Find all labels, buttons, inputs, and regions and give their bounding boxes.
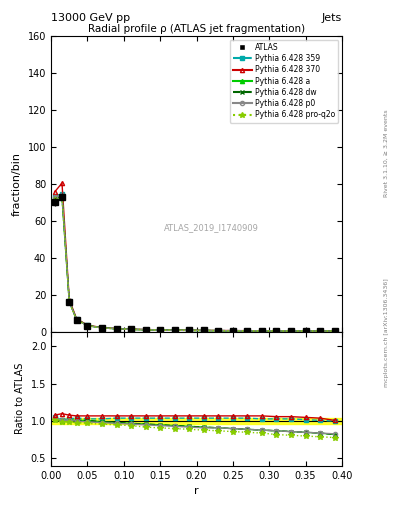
Y-axis label: fraction/bin: fraction/bin	[12, 152, 22, 216]
Title: Radial profile ρ (ATLAS jet fragmentation): Radial profile ρ (ATLAS jet fragmentatio…	[88, 24, 305, 34]
Legend: ATLAS, Pythia 6.428 359, Pythia 6.428 370, Pythia 6.428 a, Pythia 6.428 dw, Pyth: ATLAS, Pythia 6.428 359, Pythia 6.428 37…	[230, 39, 338, 122]
Bar	[51, 418, 342, 424]
X-axis label: r: r	[194, 486, 199, 496]
Y-axis label: Ratio to ATLAS: Ratio to ATLAS	[15, 363, 25, 434]
Text: Rivet 3.1.10, ≥ 3.2M events: Rivet 3.1.10, ≥ 3.2M events	[384, 110, 389, 198]
Text: 13000 GeV pp: 13000 GeV pp	[51, 13, 130, 23]
Text: mcplots.cern.ch [arXiv:1306.3436]: mcplots.cern.ch [arXiv:1306.3436]	[384, 279, 389, 387]
Text: ATLAS_2019_I1740909: ATLAS_2019_I1740909	[163, 224, 259, 232]
Text: Jets: Jets	[321, 13, 342, 23]
